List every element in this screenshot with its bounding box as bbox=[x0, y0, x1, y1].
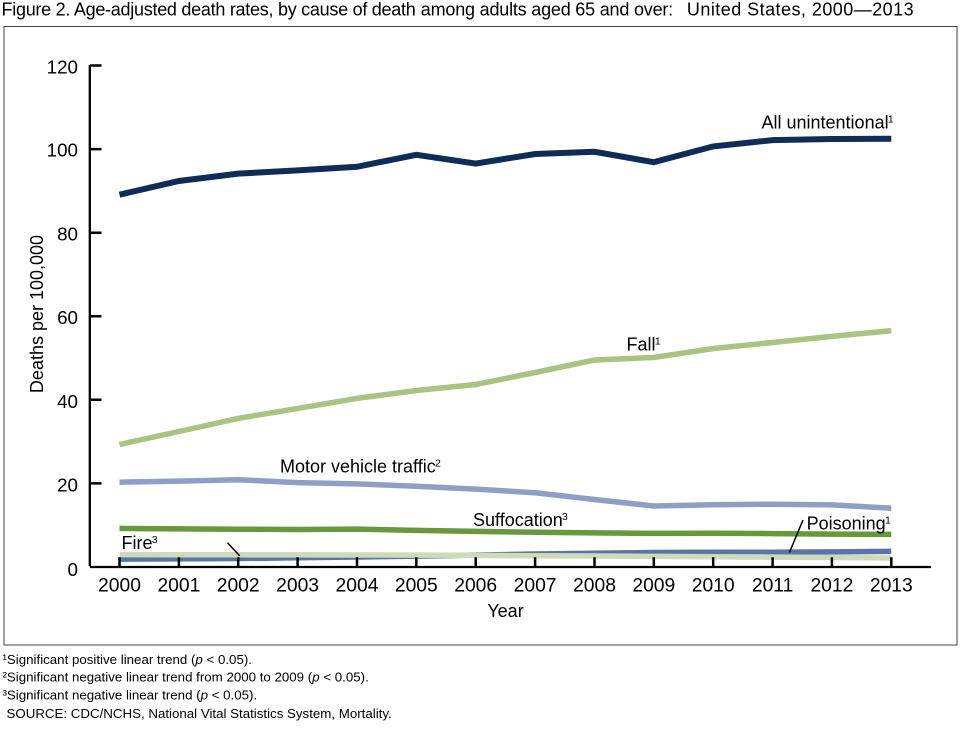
svg-text:²Significant negative linear t: ²Significant negative linear trend from … bbox=[3, 670, 369, 685]
svg-text:2008: 2008 bbox=[573, 576, 616, 597]
svg-text:20: 20 bbox=[57, 474, 78, 495]
svg-text:100: 100 bbox=[47, 139, 78, 160]
svg-text:Figure 2. Age-adjusted death r: Figure 2. Age-adjusted death rates, by c… bbox=[2, 0, 915, 20]
svg-text:2010: 2010 bbox=[692, 576, 735, 597]
svg-text:Deaths per 100,000: Deaths per 100,000 bbox=[27, 235, 47, 393]
svg-text:40: 40 bbox=[57, 391, 78, 412]
svg-text:³Significant negative linear t: ³Significant negative linear trend (p < … bbox=[3, 688, 258, 703]
svg-text:2012: 2012 bbox=[810, 576, 853, 597]
svg-text:Fall1: Fall1 bbox=[627, 335, 661, 355]
svg-text:Motor vehicle traffic2: Motor vehicle traffic2 bbox=[280, 457, 441, 477]
svg-text:Year: Year bbox=[487, 601, 523, 621]
svg-text:0: 0 bbox=[68, 559, 78, 580]
svg-text:2013: 2013 bbox=[870, 576, 913, 597]
svg-text:2009: 2009 bbox=[632, 576, 675, 597]
svg-text:Suffocation3: Suffocation3 bbox=[473, 510, 568, 530]
svg-text:80: 80 bbox=[57, 223, 78, 244]
svg-text:120: 120 bbox=[47, 57, 78, 78]
svg-text:60: 60 bbox=[57, 307, 78, 328]
svg-text:2007: 2007 bbox=[514, 576, 557, 597]
svg-text:2004: 2004 bbox=[336, 576, 379, 597]
svg-text:All unintentional1: All unintentional1 bbox=[762, 113, 894, 133]
svg-text:2003: 2003 bbox=[276, 576, 319, 597]
svg-text:¹Significant positive linear t: ¹Significant positive linear trend (p < … bbox=[3, 652, 252, 667]
svg-text:2011: 2011 bbox=[752, 576, 793, 597]
svg-text:2002: 2002 bbox=[217, 576, 260, 597]
svg-text:Poisoning1: Poisoning1 bbox=[807, 514, 891, 534]
svg-text:2001: 2001 bbox=[157, 576, 200, 597]
svg-text:2006: 2006 bbox=[454, 576, 497, 597]
svg-text:2000: 2000 bbox=[98, 576, 141, 597]
svg-text:SOURCE: CDC/NCHS, National Vit: SOURCE: CDC/NCHS, National Vital Statist… bbox=[7, 706, 392, 721]
svg-text:2005: 2005 bbox=[395, 576, 438, 597]
svg-text:Fire3: Fire3 bbox=[122, 533, 158, 553]
